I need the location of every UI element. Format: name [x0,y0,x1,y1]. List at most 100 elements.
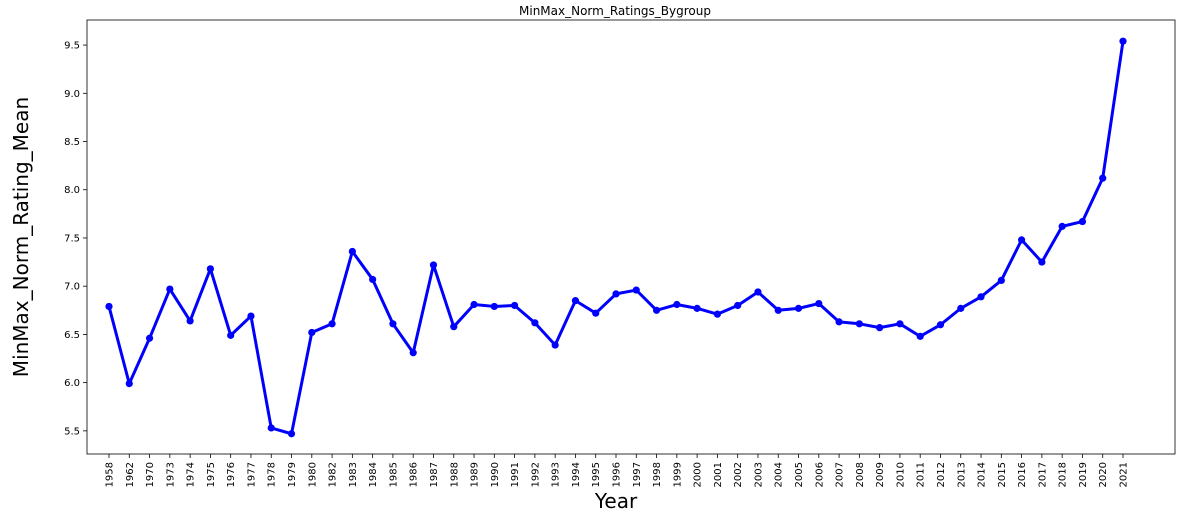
x-tick-label: 1975 [206,462,217,487]
data-point [794,304,803,312]
data-point [267,424,275,432]
x-tick-label: 1993 [551,462,562,487]
y-tick-label: 8.0 [64,185,80,196]
plot-area [86,19,1176,455]
y-tick-label: 7.5 [64,233,80,244]
x-tick-label: 2000 [693,462,704,487]
x-tick-label: 1980 [307,462,318,487]
x-tick-label: 1989 [470,462,481,487]
data-point [936,321,945,329]
data-point [754,288,762,296]
x-tick-label: 2021 [1119,462,1130,487]
x-tick-label: 1997 [632,462,643,487]
x-tick-label: 1986 [409,462,420,487]
x-tick-label: 1978 [267,462,278,487]
data-point [206,265,214,273]
data-point [369,275,377,284]
data-point [490,302,498,311]
data-point [1099,174,1107,182]
data-point [571,297,580,305]
x-tick-label: 2015 [997,462,1008,487]
data-point [1058,222,1066,230]
x-tick-label: 2008 [855,462,866,487]
chart-title: MinMax_Norm_Ratings_Bygroup [519,4,711,18]
x-tick-label: 2018 [1058,462,1069,487]
data-point [105,302,113,311]
data-point [166,285,174,293]
y-axis: 5.5 6.0 6.5 7.0 7.5 8.0 8.5 9.0 9.5 [64,41,87,437]
data-point [348,247,356,256]
x-tick-label: 1976 [226,462,237,487]
x-tick-label: 1984 [368,462,379,487]
x-tick-label: 1995 [591,462,602,487]
x-tick-label: 1992 [530,462,541,487]
data-point [957,304,965,312]
x-axis: 1958 1962 1970 1973 1974 1975 1976 1977 1978 1979… [105,454,1130,487]
data-point [531,319,539,327]
x-tick-label: 2011 [916,462,927,487]
data-point [510,301,519,310]
data-point [632,286,640,294]
x-tick-label: 2017 [1037,462,1048,487]
x-tick-label: 1985 [388,462,399,487]
x-tick-label: 1982 [328,462,339,487]
data-point [612,290,620,298]
x-tick-label: 2004 [774,462,785,487]
x-tick-label: 1988 [449,462,460,487]
y-tick-label: 9.5 [64,41,80,52]
x-tick-label: 1973 [165,462,176,487]
data-point [145,334,154,342]
data-point [876,324,884,332]
x-tick-label: 2012 [936,462,947,487]
x-tick-label: 2019 [1078,462,1089,487]
data-point [592,309,600,317]
x-tick-label: 1994 [571,462,582,487]
x-tick-label: 1983 [348,462,359,487]
data-point [693,304,701,312]
x-tick-label: 2014 [977,462,988,487]
data-point [713,310,722,318]
x-tick-label: 2005 [794,462,805,487]
x-tick-label: 1979 [287,462,298,487]
y-tick-label: 6.5 [64,330,80,341]
y-tick-label: 7.0 [64,282,80,293]
data-point [835,318,843,326]
x-tick-label: 2003 [753,462,764,487]
y-axis-label: MinMax_Norm_Rating_Mean [9,97,33,377]
x-tick-label: 1998 [652,462,663,487]
data-point [815,299,823,308]
data-point [287,430,296,438]
y-tick-label: 5.5 [64,426,80,437]
x-tick-label: 1987 [429,462,440,487]
data-point [328,320,336,328]
data-point [308,328,316,337]
x-tick-label: 1977 [246,462,257,487]
x-tick-label: 1991 [510,462,521,487]
y-tick-label: 9.0 [64,89,80,100]
x-tick-label: 1999 [672,462,683,487]
data-point [227,331,235,339]
data-point [551,341,559,349]
data-point [1038,258,1046,266]
x-tick-label: 2013 [956,462,967,487]
data-point [450,323,458,331]
x-tick-label: 2020 [1098,462,1109,487]
x-tick-label: 2002 [733,462,744,487]
data-point [1119,37,1127,45]
data-point [247,312,255,320]
x-tick-label: 1990 [490,462,501,487]
y-tick-label: 8.5 [64,137,80,148]
x-tick-label: 2010 [895,462,906,487]
y-tick-label: 6.0 [64,378,80,389]
data-point [125,379,133,388]
data-point [186,317,194,325]
data-point [409,349,417,357]
data-point [470,300,478,309]
x-axis-label: Year [594,489,638,513]
data-point [652,306,661,314]
data-point [997,276,1005,284]
x-tick-label: 2006 [814,462,825,487]
data-point [389,320,397,328]
x-tick-label: 2009 [875,462,886,487]
